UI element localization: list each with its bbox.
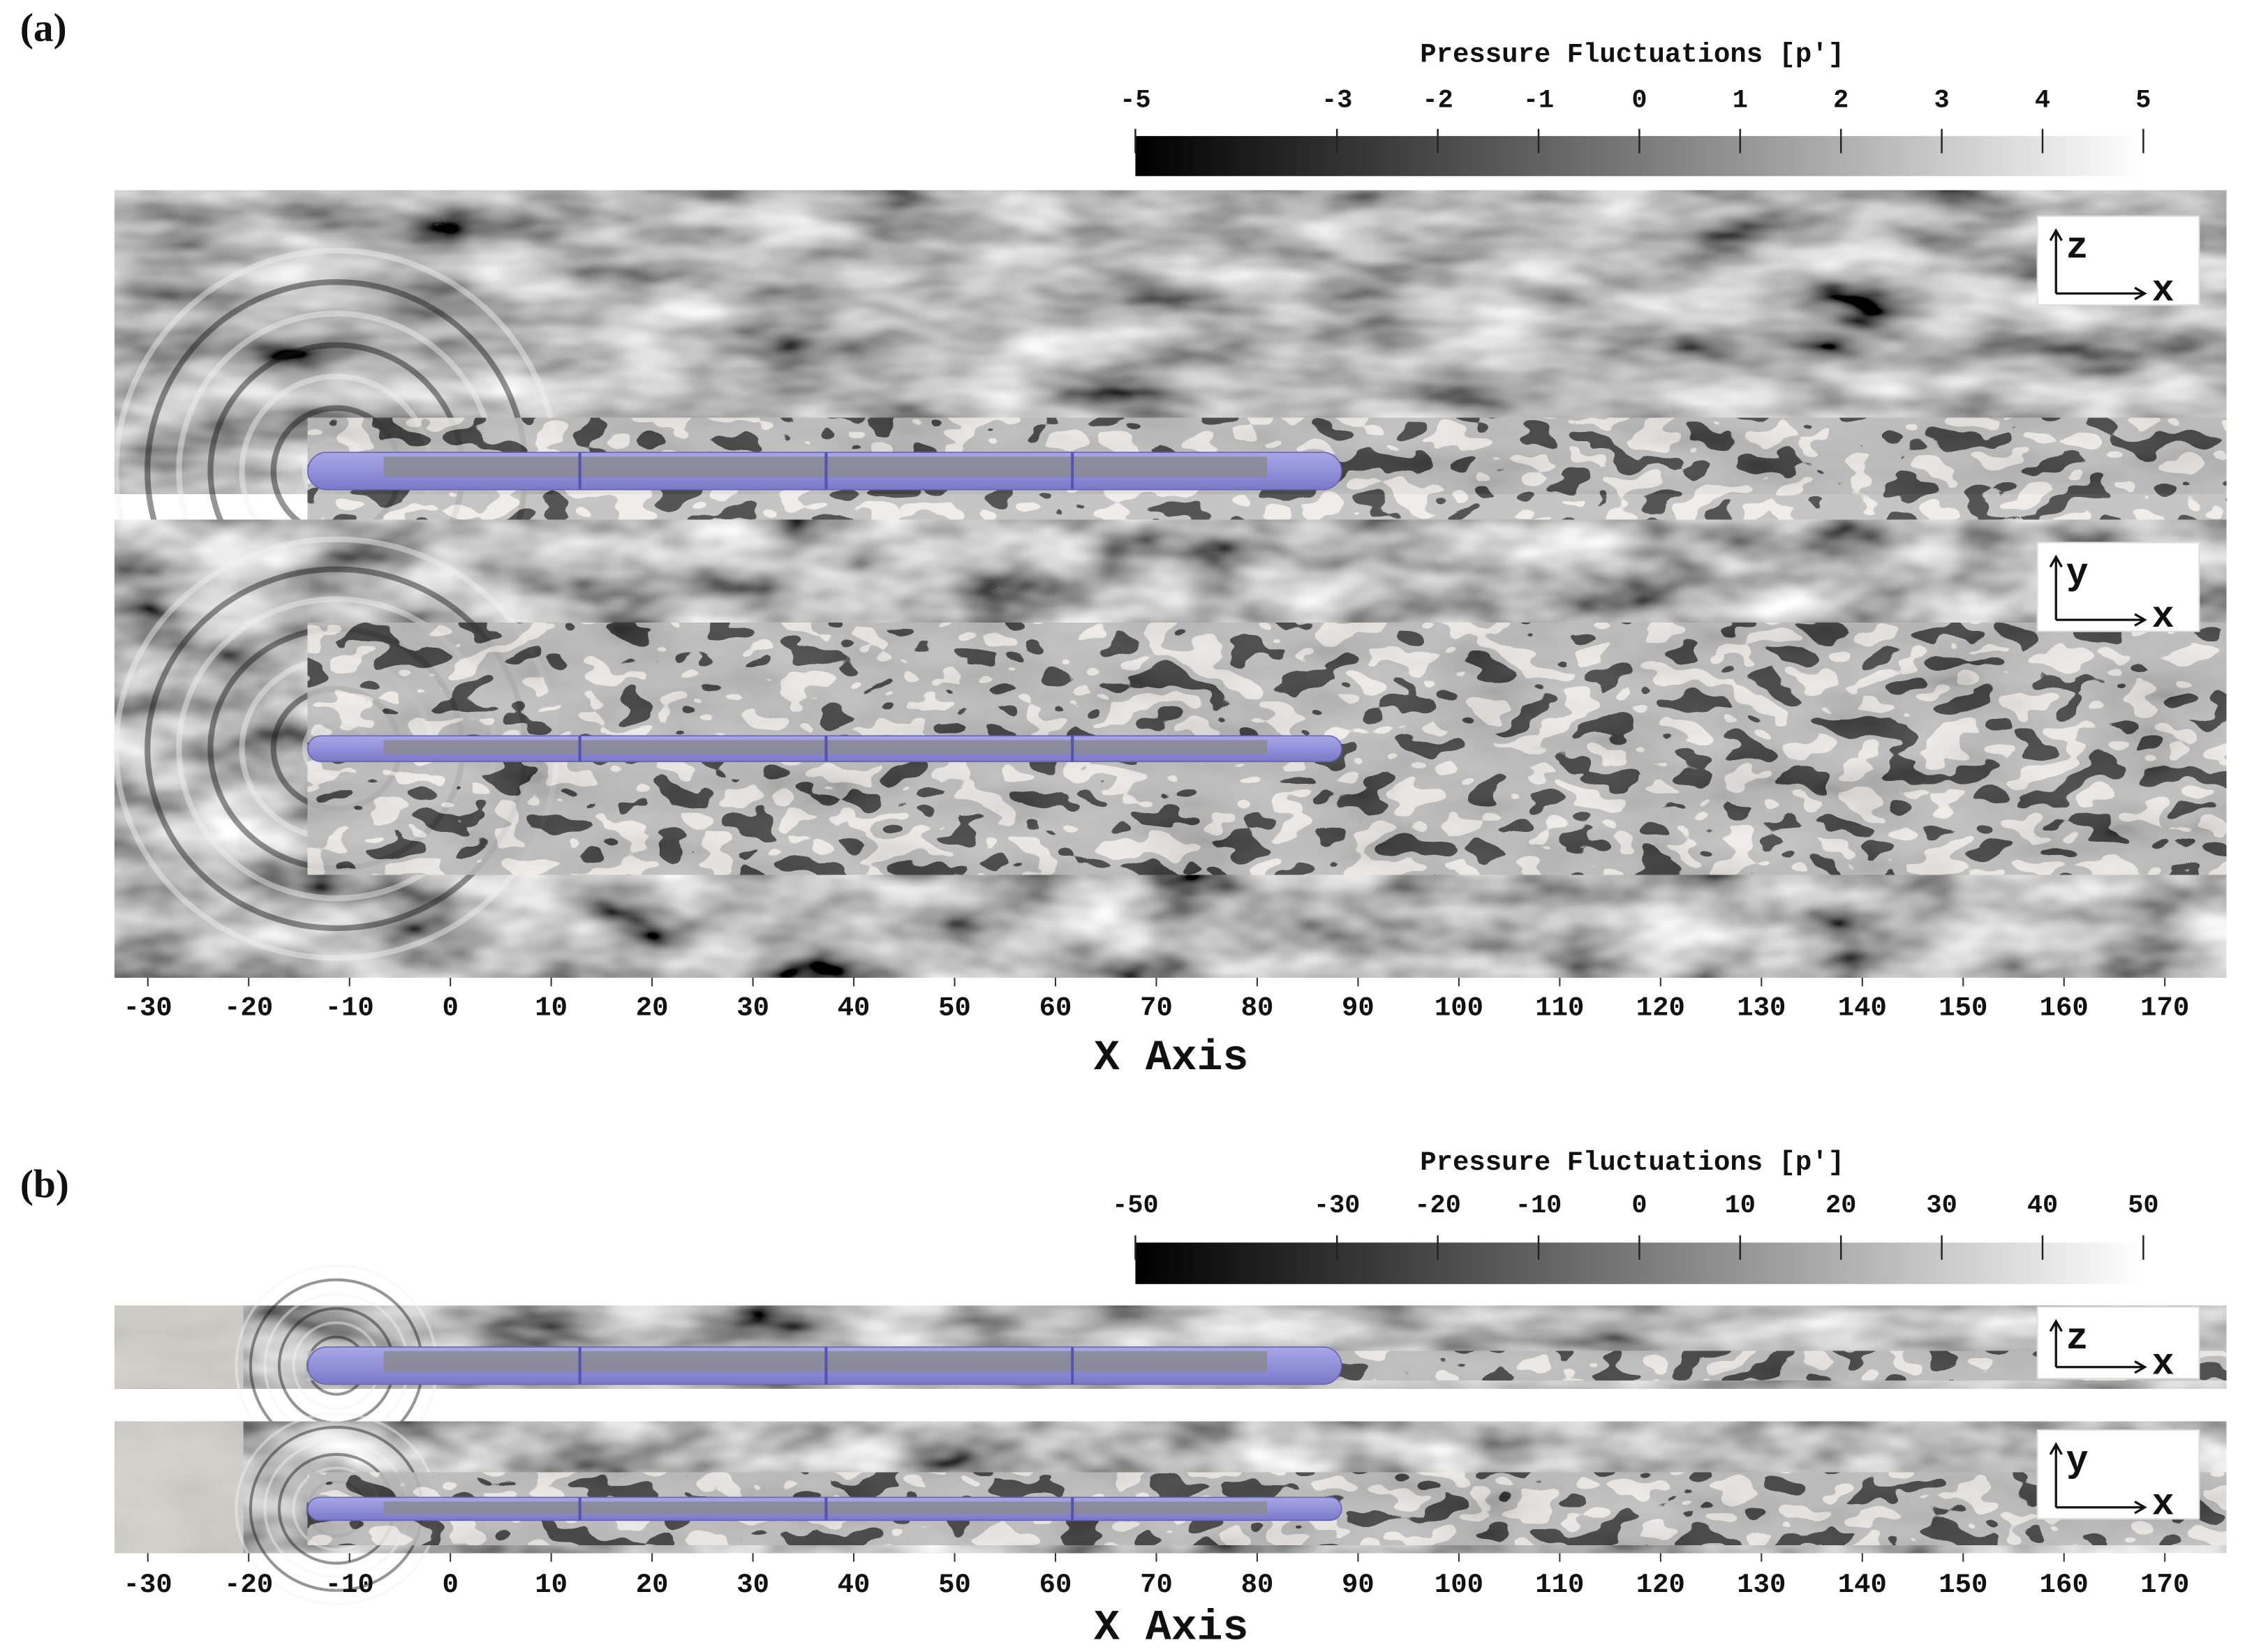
x-tick-label: -10 xyxy=(325,1570,374,1600)
flow-view: yx xyxy=(114,1412,2227,1606)
inset-vertical-label: y xyxy=(2066,1441,2089,1483)
panel-label: (a) xyxy=(20,6,67,50)
colorbar-tick-label: -20 xyxy=(1414,1191,1460,1221)
colorbar-tick-label: 20 xyxy=(1825,1191,1856,1221)
inset-axis-horizontal xyxy=(2056,286,2147,301)
inset-horizontal-label: x xyxy=(2152,1344,2174,1386)
x-tick-label: -20 xyxy=(224,992,273,1023)
x-tick-label: 60 xyxy=(1039,992,1072,1023)
x-tick-label: 110 xyxy=(1535,992,1584,1023)
inset-axis-horizontal xyxy=(2056,1360,2147,1374)
x-tick-label: 20 xyxy=(636,992,669,1023)
x-tick-label: 50 xyxy=(938,992,971,1023)
x-tick-label: 80 xyxy=(1241,1570,1274,1600)
x-tick-label: 90 xyxy=(1342,992,1375,1023)
x-tick-label: 70 xyxy=(1140,992,1173,1023)
flow-view: zx xyxy=(114,1264,2227,1468)
x-tick-label: 80 xyxy=(1241,992,1274,1023)
x-tick-label: -30 xyxy=(124,1570,172,1600)
x-tick-label: 100 xyxy=(1435,1570,1483,1600)
x-tick-label: 60 xyxy=(1039,1570,1072,1600)
inset-axis-vertical xyxy=(2049,1442,2063,1508)
inset-box xyxy=(2036,542,2200,632)
colorbar-tick-label: 0 xyxy=(1631,86,1647,115)
colorbar-tick-label: 0 xyxy=(1631,1191,1647,1221)
x-axis-title: X Axis xyxy=(1094,1604,1249,1652)
x-tick-label: 170 xyxy=(2140,1570,2189,1600)
x-tick-label: 70 xyxy=(1140,1570,1173,1600)
inset-axis-vertical xyxy=(2049,1318,2063,1367)
upstream-field xyxy=(114,1421,244,1554)
x-tick-label: -30 xyxy=(124,992,172,1023)
colorbar-tick-label: -10 xyxy=(1516,1191,1562,1221)
x-tick-label: 160 xyxy=(2040,992,2089,1023)
inset-vertical-label: z xyxy=(2066,228,2089,269)
x-tick-label: 120 xyxy=(1636,1570,1685,1600)
x-tick-label: 50 xyxy=(938,1570,971,1600)
x-tick-label: 40 xyxy=(838,1570,870,1600)
x-tick-label: 100 xyxy=(1435,992,1483,1023)
x-tick-label: 160 xyxy=(2040,1570,2089,1600)
panel-label: (b) xyxy=(20,1163,69,1207)
inset-vertical-label: z xyxy=(2066,1318,2089,1360)
x-tick-label: -20 xyxy=(224,1570,273,1600)
x-tick-label: 140 xyxy=(1838,1570,1887,1600)
colorbar-tick-label: 4 xyxy=(2035,86,2050,115)
inset-horizontal-label: x xyxy=(2152,597,2174,639)
x-axis-title: X Axis xyxy=(1094,1034,1249,1082)
x-tick-label: -10 xyxy=(325,992,374,1023)
x-tick-label: 0 xyxy=(442,1570,458,1600)
x-tick-label: 0 xyxy=(442,992,458,1023)
inset-axis-vertical xyxy=(2049,554,2063,620)
colorbar-tick-label: 2 xyxy=(1833,86,1848,115)
x-tick-label: 120 xyxy=(1636,992,1685,1023)
colorbar-tick-label: -50 xyxy=(1112,1191,1158,1221)
colorbar-tick-label: 10 xyxy=(1725,1191,1756,1221)
x-tick-label: 10 xyxy=(535,1570,568,1600)
x-tick-label: 30 xyxy=(736,1570,769,1600)
x-tick-label: 40 xyxy=(838,992,870,1023)
x-tick-label: 130 xyxy=(1737,992,1786,1023)
colorbar-tick-label: 30 xyxy=(1926,1191,1957,1221)
flow-view: yx xyxy=(113,519,2227,978)
colorbar-tick-label: -3 xyxy=(1321,86,1352,115)
colorbar-tick-label: -30 xyxy=(1314,1191,1360,1221)
inset-axis-horizontal xyxy=(2056,613,2147,627)
x-tick-label: 30 xyxy=(736,992,769,1023)
colorbar-tick-label: 5 xyxy=(2135,86,2151,115)
x-tick-label: 90 xyxy=(1342,1570,1375,1600)
colorbar-tick-label: -1 xyxy=(1523,86,1554,115)
inset-box xyxy=(2036,1429,2200,1520)
x-tick-label: 10 xyxy=(535,992,568,1023)
colorbar-tick-label: 50 xyxy=(2128,1191,2158,1221)
inset-horizontal-label: x xyxy=(2152,1484,2174,1526)
colorbar-title: Pressure Fluctuations [p'] xyxy=(1420,1147,1844,1178)
inset-box xyxy=(2036,215,2200,306)
x-tick-label: 130 xyxy=(1737,1570,1786,1600)
x-tick-label: 150 xyxy=(1939,992,1987,1023)
colorbar-tick-label: 40 xyxy=(2027,1191,2058,1221)
x-tick-label: 170 xyxy=(2140,992,2189,1023)
inset-vertical-label: y xyxy=(2066,554,2089,596)
x-tick-label: 150 xyxy=(1939,1570,1987,1600)
colorbar-tick-label: -2 xyxy=(1422,86,1453,115)
x-tick-label: 20 xyxy=(636,1570,669,1600)
colorbar-tick-label: -5 xyxy=(1120,86,1150,115)
colorbar-tick-label: 3 xyxy=(1934,86,1950,115)
flow-view: zx xyxy=(113,190,2227,694)
colorbar-tick-label: 1 xyxy=(1733,86,1748,115)
x-tick-label: 110 xyxy=(1535,1570,1584,1600)
inset-axis-horizontal xyxy=(2056,1501,2147,1515)
x-tick-label: 140 xyxy=(1838,992,1887,1023)
upstream-field xyxy=(114,1305,244,1389)
inset-axis-vertical xyxy=(2049,228,2063,294)
colorbar-title: Pressure Fluctuations [p'] xyxy=(1420,39,1844,70)
inset-horizontal-label: x xyxy=(2152,270,2174,312)
